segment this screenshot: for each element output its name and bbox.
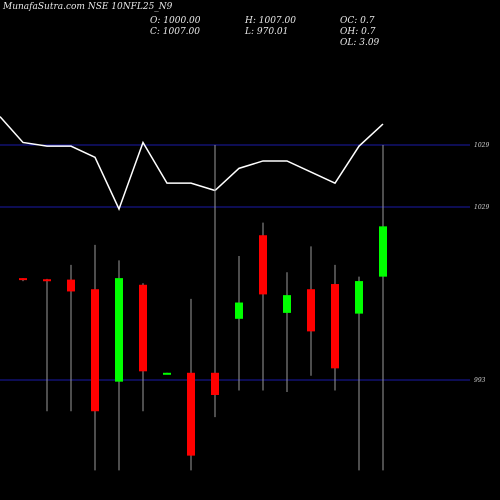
chart-title: MunafaSutra.com NSE 10NFL25_N9	[3, 2, 173, 12]
price-tick-label: 993	[474, 377, 486, 384]
oc-label: OC: 0.7	[340, 16, 375, 26]
high-label: H: 1007.00	[245, 16, 296, 26]
candle-body	[307, 289, 315, 332]
candle-body	[67, 279, 75, 292]
candle-body	[19, 278, 27, 281]
candle-body	[235, 302, 243, 319]
candle-body	[91, 289, 99, 412]
candle-body	[259, 235, 267, 295]
ol-label: OL: 3.09	[340, 38, 380, 48]
indicator-line	[0, 116, 384, 211]
candle-body	[211, 372, 219, 395]
oh-label: OH: 0.7	[340, 27, 376, 37]
candle-body	[355, 281, 363, 314]
price-tick-label: 1029	[474, 204, 489, 211]
price-tick-label: 1029	[474, 142, 489, 149]
candle-body	[331, 284, 339, 369]
candle-body	[163, 372, 171, 375]
candle-body	[379, 226, 387, 277]
candle-body	[187, 372, 195, 456]
candle-body	[43, 279, 51, 282]
close-label: C: 1007.00	[150, 27, 200, 37]
candle-body	[115, 278, 123, 382]
open-label: O: 1000.00	[150, 16, 201, 26]
candle-body	[283, 295, 291, 313]
candle-body	[139, 284, 147, 372]
low-label: L: 970.01	[245, 27, 289, 37]
